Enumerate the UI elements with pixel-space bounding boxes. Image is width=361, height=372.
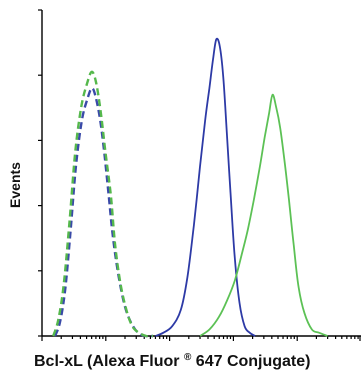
y-axis-label: Events <box>7 162 23 208</box>
series-line-4 <box>199 93 328 337</box>
x-axis-label-main: Bcl-xL (Alexa Fluor <box>34 353 180 370</box>
series-line-2 <box>52 70 154 338</box>
series-line-3 <box>155 37 256 337</box>
x-axis-label-tail: 647 Conjugate) <box>196 353 311 370</box>
y-ticks <box>38 9 42 337</box>
x-axis-label-sup: ® <box>184 352 192 363</box>
axes <box>41 10 361 337</box>
series-line-1 <box>53 87 154 338</box>
x-axis-label: Bcl-xL (Alexa Fluor ® 647 Conjugate) <box>34 347 310 370</box>
series-group <box>52 37 328 338</box>
x-ticks <box>41 336 361 341</box>
